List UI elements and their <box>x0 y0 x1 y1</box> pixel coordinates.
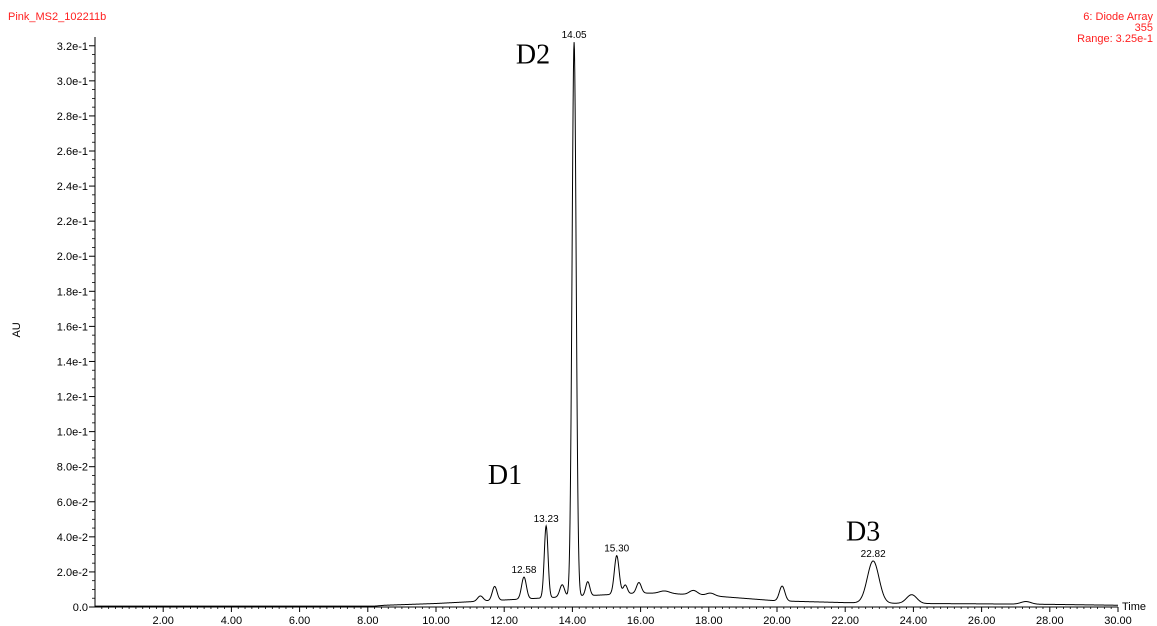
peak-label: 22.82 <box>861 549 886 560</box>
x-tick-label: 14.00 <box>559 615 587 626</box>
y-tick-label: 1.0e-1 <box>57 427 88 439</box>
x-tick-label: 4.00 <box>221 615 242 626</box>
x-tick-label: 2.00 <box>152 615 173 626</box>
y-tick-label: 1.8e-1 <box>57 286 88 298</box>
y-tick-label: 2.0e-1 <box>57 251 88 263</box>
chromatogram-trace <box>95 42 1119 607</box>
y-tick-label: 1.4e-1 <box>57 356 88 368</box>
peak-annotation: D2 <box>516 39 550 70</box>
axes: 2.00 4.00 6.00 8.00 10.00 12.00 14.00 16.00 18.0… <box>57 37 1132 626</box>
peak-label: 12.58 <box>511 565 536 576</box>
detector-label: 6: Diode Array <box>1083 11 1153 23</box>
x-tick-label: 22.00 <box>831 615 859 626</box>
x-tick-label: 12.00 <box>490 615 518 626</box>
y-tick-label: 0.0 <box>73 602 88 614</box>
y-tick-label: 3.0e-1 <box>57 76 88 88</box>
detector-info: 6: Diode Array 355 Range: 3.25e-1 <box>1077 12 1153 45</box>
x-tick-label: 6.00 <box>289 615 310 626</box>
peak-label: 13.23 <box>534 514 559 525</box>
trace-layer <box>95 42 1119 607</box>
peak-annotation: D1 <box>488 460 522 491</box>
y-tick-label: 6.0e-2 <box>57 497 88 509</box>
y-tick-label: 8.0e-2 <box>57 462 88 474</box>
x-tick-label: 16.00 <box>627 615 655 626</box>
x-tick-label: 20.00 <box>763 615 791 626</box>
x-tick-label: 30.00 <box>1104 615 1132 626</box>
peak-label: 14.05 <box>562 30 587 41</box>
x-tick-label: 24.00 <box>900 615 928 626</box>
sample-name: Pink_MS2_102211b <box>8 11 107 23</box>
peak-annotation: D3 <box>846 516 880 547</box>
y-tick-label: 3.2e-1 <box>57 41 88 53</box>
x-tick-label: 18.00 <box>695 615 723 626</box>
y-tick-label: 1.6e-1 <box>57 321 88 333</box>
x-tick-label: 8.00 <box>357 615 378 626</box>
x-tick-label: 28.00 <box>1036 615 1064 626</box>
y-axis-title: AU <box>11 322 23 337</box>
y-tick-label: 2.0e-2 <box>57 567 88 579</box>
y-tick-label: 2.4e-1 <box>57 181 88 193</box>
y-tick-label: 2.6e-1 <box>57 146 88 158</box>
x-tick-label: 10.00 <box>422 615 450 626</box>
y-tick-label: 4.0e-2 <box>57 532 88 544</box>
range-label: Range: 3.25e-1 <box>1077 33 1153 45</box>
x-axis-title: Time <box>1122 601 1146 613</box>
y-tick-label: 2.2e-1 <box>57 216 88 228</box>
peak-labels: 12.58 13.23 14.05 15.30 22.82 D2 D1 D3 <box>488 30 886 576</box>
x-tick-label: 26.00 <box>968 615 996 626</box>
y-tick-label: 2.8e-1 <box>57 111 88 123</box>
y-tick-label: 1.2e-1 <box>57 392 88 404</box>
peak-label: 15.30 <box>604 544 629 555</box>
wavelength-label: 355 <box>1134 22 1153 34</box>
